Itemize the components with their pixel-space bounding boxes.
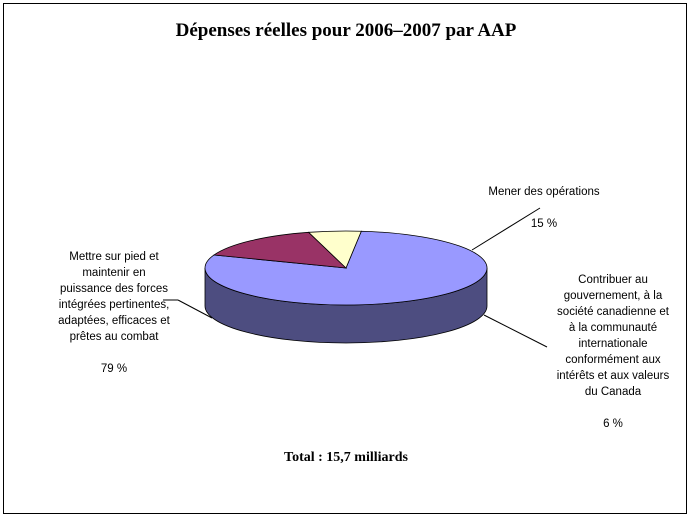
slice-label-1-pct: 79 %	[100, 363, 128, 375]
slice-top-2	[212, 231, 348, 269]
slice-label-2-pct: 15 %	[530, 218, 558, 230]
leader-line-1b	[177, 299, 213, 319]
slice-label-3-text: Contribuer au gouvernement, à la société…	[556, 274, 670, 398]
slice-label-3: Contribuer au gouvernement, à la société…	[528, 256, 692, 432]
slice-label-2: Mener des opérations 15 %	[464, 168, 624, 232]
slice-label-2-text: Mener des opérations	[488, 186, 600, 198]
slice-label-1-text: Mettre sur pied et maintenir en puissanc…	[58, 251, 170, 343]
chart-total: Total : 15,7 milliards	[284, 450, 408, 465]
slice-label-3-pct: 6 %	[603, 418, 623, 430]
slice-top-3	[307, 230, 362, 269]
leader-line-2	[471, 207, 541, 251]
chart-title: Dépenses réelles pour 2006–2007 par AAP	[175, 20, 517, 41]
slice-label-1: Mettre sur pied et maintenir en puissanc…	[24, 233, 204, 377]
leader-line-3	[483, 314, 548, 348]
